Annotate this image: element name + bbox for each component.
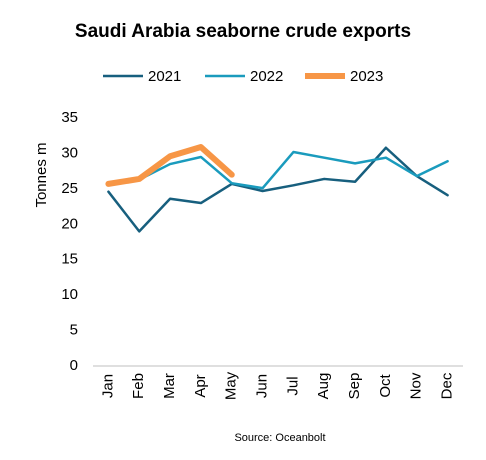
x-tick-label: Jul — [284, 376, 301, 395]
y-tick-label: 10 — [61, 286, 78, 303]
y-tick-label: 5 — [70, 322, 78, 339]
chart-title: Saudi Arabia seaborne crude exports — [75, 21, 411, 42]
y-tick-label: 20 — [61, 215, 78, 232]
x-tick-label: Feb — [130, 373, 147, 399]
legend-label: 2022 — [250, 68, 283, 85]
y-axis-label: Tonnes m — [33, 142, 50, 207]
x-tick-label: Sep — [346, 373, 363, 400]
x-tick-label: Aug — [315, 373, 332, 400]
y-tick-label: 15 — [61, 251, 78, 268]
legend-label: 2023 — [350, 68, 383, 85]
y-tick-label: 30 — [61, 144, 78, 161]
x-tick-label: May — [223, 371, 240, 400]
y-tick-label: 0 — [70, 357, 78, 374]
series-line — [107, 150, 449, 190]
legend-label: 2021 — [148, 68, 181, 85]
x-tick-label: Jan — [99, 374, 116, 398]
source: Source: Oceanbolt — [234, 432, 325, 444]
x-tick-label: Mar — [161, 373, 178, 399]
x-tick-label: Oct — [377, 374, 394, 398]
x-tick-label: Jun — [254, 374, 271, 398]
y-tick-label: 25 — [61, 180, 78, 197]
series-line — [105, 144, 235, 187]
x-tick-label: Apr — [192, 374, 209, 397]
x-tick-label: Dec — [439, 372, 456, 399]
y-tick-label: 35 — [61, 109, 78, 126]
series-line — [107, 146, 449, 233]
x-tick-label: Nov — [408, 372, 425, 399]
